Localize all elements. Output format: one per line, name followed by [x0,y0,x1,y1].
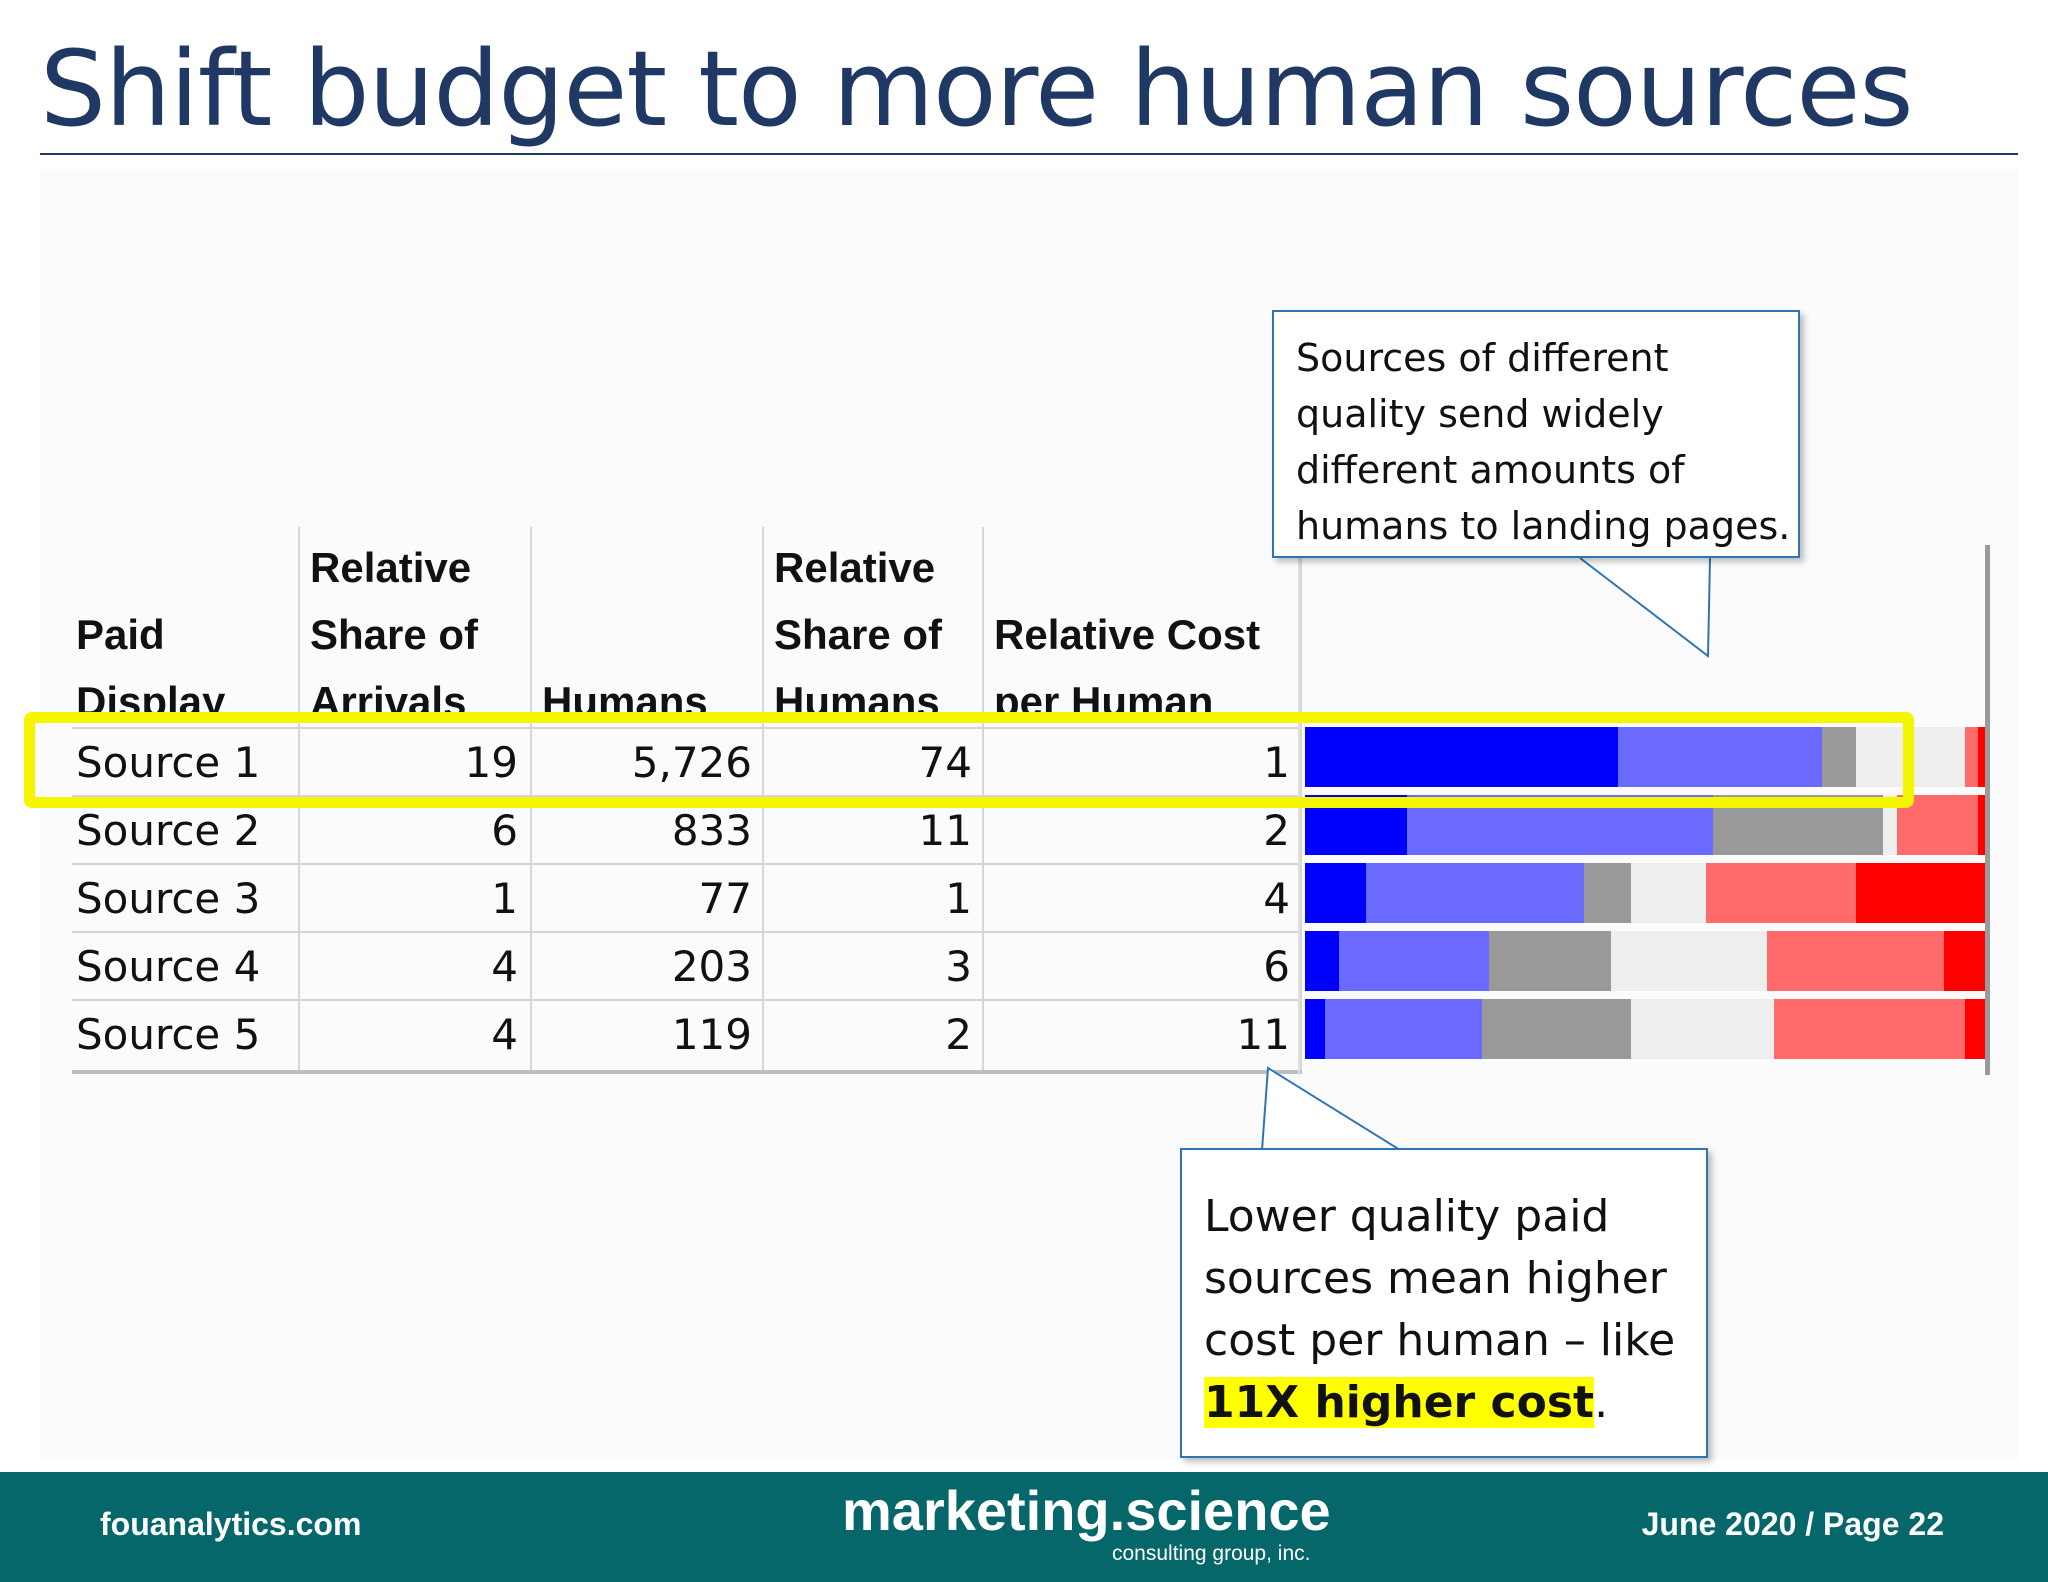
quality-bar-segment [1488,931,1611,991]
source-label: Source 2 [76,806,261,855]
header-cost-per-human: Relative Cost per Human [994,611,1261,717]
share-humans-value: 3 [945,942,972,991]
quality-bars-shadow [1985,545,1990,1075]
quality-bar-segment [1631,999,1775,1059]
quality-bar-segment [1821,727,1856,787]
table-row: Source 4 4 203 3 6 [72,931,1302,1001]
table-row: Source 2 6 833 11 2 [72,795,1302,865]
quality-bar-segment [1978,727,1985,787]
cost-value: 1 [1263,738,1290,787]
quality-bar-row [1305,863,1985,923]
footer-bar: fouanalytics.com marketing.science consu… [0,1472,2048,1582]
humans-value: 833 [671,806,752,855]
source-1-highlight [24,712,1914,808]
table-row: Source 5 4 119 2 11 [72,999,1302,1069]
humans-value: 119 [671,1010,752,1059]
quality-bar-segment [1774,999,1965,1059]
footer-date-page: June 2020 / Page 22 [1641,1506,1944,1542]
header-share-arrivals: Relative Share of Arrivals [310,544,479,717]
quality-bar-segment [1964,999,1985,1059]
quality-bar-segment [1978,795,1985,855]
quality-bar-segment [1583,863,1632,923]
quality-bar-segment [1883,795,1897,855]
share-humans-value: 74 [918,738,972,787]
bottom-callout-emphasis: 11X higher cost [1204,1377,1595,1428]
quality-bar-row [1305,999,1985,1059]
marketing-science-logo: marketing.science consulting group, inc. [842,1478,1331,1578]
source-label: Source 5 [76,1010,261,1059]
header-share-humans: Relative Share of Humans [774,544,943,717]
quality-bar-segment [1325,999,1482,1059]
bottom-callout-text: Lower quality paid sources mean higher c… [1204,1191,1676,1366]
table-row: Source 3 1 77 1 4 [72,863,1302,933]
quality-bar-segment [1610,931,1768,991]
arrivals-value: 19 [464,738,518,787]
quality-bar-segment [1305,727,1618,787]
share-humans-value: 1 [945,874,972,923]
quality-bar-segment [1617,727,1822,787]
quality-bar-segment [1305,999,1326,1059]
quality-bar-segment [1305,931,1339,991]
cost-value: 2 [1263,806,1290,855]
humans-value: 5,726 [631,738,752,787]
footer-website: fouanalytics.com [100,1506,362,1542]
quality-bar-segment [1339,931,1489,991]
arrivals-value: 1 [491,874,518,923]
logo-wordmark: marketing.science [842,1479,1331,1542]
cost-value: 6 [1263,942,1290,991]
quality-bar-segment [1305,863,1367,923]
quality-bar-segment [1706,863,1856,923]
quality-bars-frame [1298,545,1988,1075]
title-underline [40,153,2018,155]
source-label: Source 1 [76,738,261,787]
top-callout-text: Sources of different quality send widely… [1296,336,1791,548]
quality-bar-segment [1366,863,1584,923]
arrivals-value: 6 [491,806,518,855]
slide-title: Shift budget to more human sources [40,28,1914,150]
arrivals-value: 4 [491,942,518,991]
source-label: Source 3 [76,874,261,923]
quality-bar-row [1305,931,1985,991]
quality-bar-segment [1944,931,1985,991]
top-callout: Sources of different quality send widely… [1272,310,1800,558]
quality-bar-segment [1481,999,1632,1059]
humans-value: 203 [671,942,752,991]
cost-value: 11 [1236,1010,1290,1059]
quality-bar-segment [1631,863,1707,923]
source-label: Source 4 [76,942,261,991]
logo-tagline: consulting group, inc. [1112,1542,1311,1565]
quality-bar-segment [1964,727,1979,787]
bottom-callout: Lower quality paid sources mean higher c… [1180,1148,1708,1458]
quality-bar-segment [1767,931,1945,991]
quality-bar-segment [1855,863,1985,923]
quality-bar-row [1305,727,1985,787]
arrivals-value: 4 [491,1010,518,1059]
table-row: Source 1 19 5,726 74 1 [72,727,1302,797]
header-humans: Humans [542,678,708,717]
share-humans-value: 2 [945,1010,972,1059]
bottom-callout-pointer [1261,1066,1402,1151]
table-bottom-border [72,1070,1302,1074]
header-paid-display: Paid Display [76,611,226,717]
bottom-callout-end: . [1594,1377,1609,1428]
share-humans-value: 11 [918,806,972,855]
humans-value: 77 [698,874,752,923]
cost-value: 4 [1263,874,1290,923]
top-callout-pointer [1579,556,1711,658]
